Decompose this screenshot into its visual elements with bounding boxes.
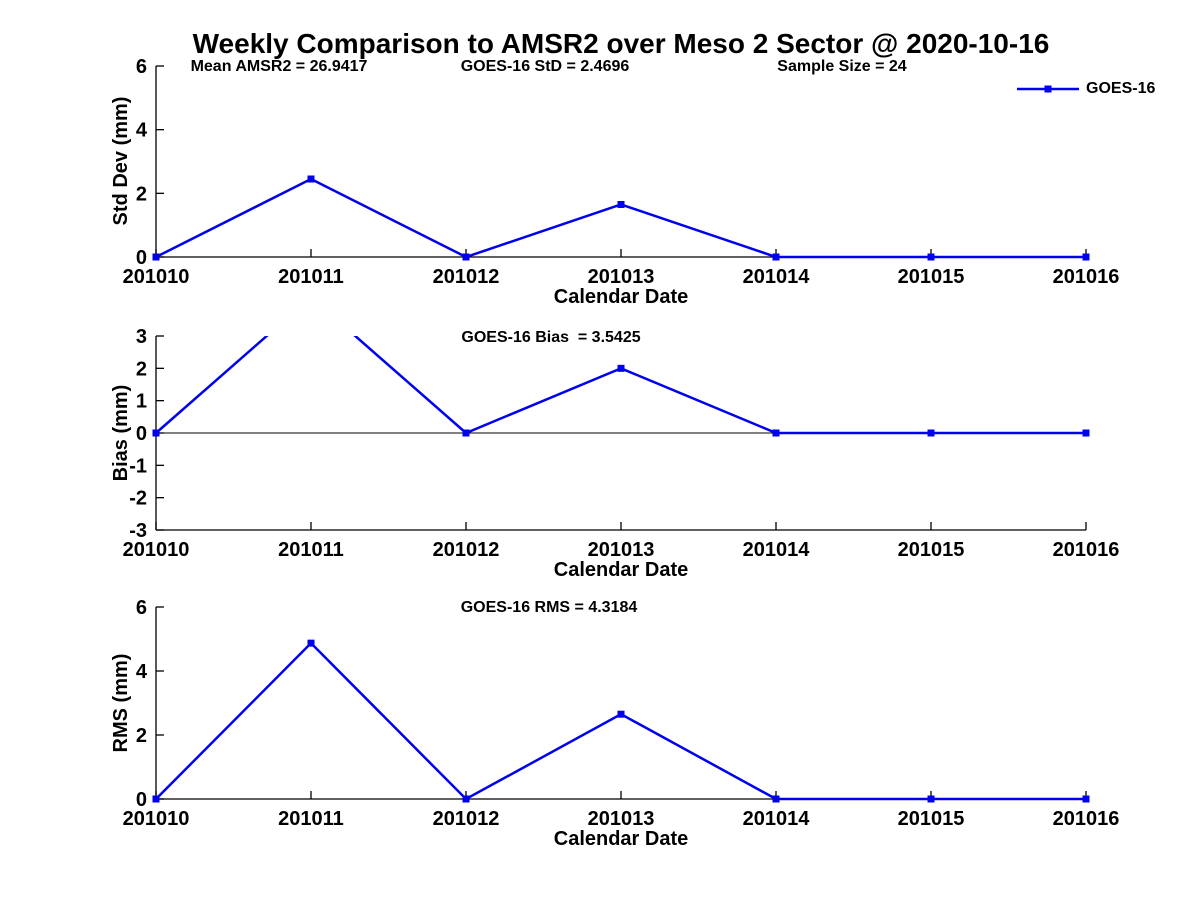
x-tick-label: 201013	[588, 808, 655, 830]
figure-title: Weekly Comparison to AMSR2 over Meso 2 S…	[192, 28, 1050, 59]
y-tick-label: 4	[136, 661, 148, 683]
stat-sample-size: Sample Size = 24	[777, 58, 907, 75]
data-point-marker	[617, 710, 625, 718]
y-tick-label: -2	[129, 488, 147, 510]
data-point-marker	[462, 253, 470, 261]
data-point-marker	[1082, 795, 1090, 803]
series-group	[152, 294, 1090, 437]
chart-panel-rms: 0 2 4 6 201010 201011 201012 201013 201014 201015…	[123, 597, 1120, 830]
x-axis-label-middle: Calendar Date	[553, 559, 689, 581]
x-tick-label: 201015	[898, 266, 965, 288]
data-point-marker	[772, 795, 780, 803]
data-point-marker	[1082, 253, 1090, 261]
chart-panel-std-dev: 0 2 4 6 201010 201011 201012 201013 201014 201015…	[123, 56, 1120, 288]
x-tick-label: 201011	[278, 266, 344, 288]
legend	[1017, 85, 1079, 93]
y-tick-label: 4	[136, 120, 148, 142]
data-point-marker	[617, 364, 625, 372]
data-point-marker	[927, 429, 935, 437]
x-tick-label: 201016	[1053, 808, 1120, 830]
y-tick-label: 0	[136, 423, 147, 445]
y-tick-label: 6	[136, 56, 147, 78]
stat-mean-amsr2: Mean AMSR2 = 26.9417	[190, 58, 368, 75]
x-tick-label: 201012	[433, 808, 500, 830]
x-axis-label-top: Calendar Date	[553, 286, 689, 308]
data-point-marker	[927, 253, 935, 261]
data-point-marker	[307, 175, 315, 183]
series-line	[155, 641, 1086, 801]
y-tick-label: -3	[129, 520, 147, 542]
x-tick-label: 201016	[1053, 266, 1120, 288]
y-tick-label: 2	[136, 358, 147, 380]
data-point-marker	[617, 200, 625, 208]
data-point-marker	[307, 639, 315, 647]
bias-annotation: GOES-16 Bias = 3.5425	[461, 329, 641, 346]
legend-label: GOES-16	[1086, 80, 1156, 97]
x-tick-label: 201013	[588, 266, 655, 288]
x-tick-label: 201014	[743, 808, 811, 830]
data-point-marker	[462, 429, 470, 437]
x-tick-label: 201015	[898, 808, 965, 830]
y-tick-label: 0	[136, 247, 147, 269]
chart-panel-bias: -3 -2 -1 0 1 2 3 201010 201011 201012 201013 201014…	[123, 294, 1120, 561]
data-point-marker	[308, 294, 315, 301]
x-tick-label: 201015	[898, 539, 965, 561]
y-tick-label: 2	[136, 725, 147, 747]
x-tick-label: 201016	[1053, 539, 1120, 561]
stat-goes16-std: GOES-16 StD = 2.4696	[460, 58, 630, 75]
data-point-marker	[462, 795, 470, 803]
x-tick-label: 201010	[123, 539, 190, 561]
data-point-marker	[772, 429, 780, 437]
x-tick-label: 201011	[278, 539, 344, 561]
series-line	[155, 177, 1086, 259]
series-group	[152, 175, 1090, 261]
x-tick-label: 201011	[278, 808, 344, 830]
y-tick-label: 6	[136, 597, 147, 619]
y-tick-label: -1	[129, 455, 147, 477]
x-tick-label: 201012	[433, 266, 500, 288]
rms-annotation: GOES-16 RMS = 4.3184	[460, 599, 638, 616]
data-point-marker	[152, 429, 160, 437]
x-tick-label: 201014	[743, 539, 811, 561]
y-tick-label: 0	[136, 789, 147, 811]
x-axis-label-bottom: Calendar Date	[553, 828, 689, 850]
x-tick-label: 201014	[743, 266, 811, 288]
y-tick-label: 2	[136, 183, 147, 205]
series-group	[152, 639, 1090, 803]
legend-marker	[1044, 85, 1052, 93]
y-tick-label: 3	[136, 326, 147, 348]
x-tick-label: 201013	[588, 539, 655, 561]
x-tick-label: 201010	[123, 266, 190, 288]
data-point-marker	[152, 795, 160, 803]
x-tick-label: 201012	[433, 539, 500, 561]
y-tick-label: 1	[136, 391, 147, 413]
data-point-marker	[152, 253, 160, 261]
x-tick-label: 201010	[123, 808, 190, 830]
data-point-marker	[927, 795, 935, 803]
data-point-marker	[1082, 429, 1090, 437]
data-point-marker	[772, 253, 780, 261]
